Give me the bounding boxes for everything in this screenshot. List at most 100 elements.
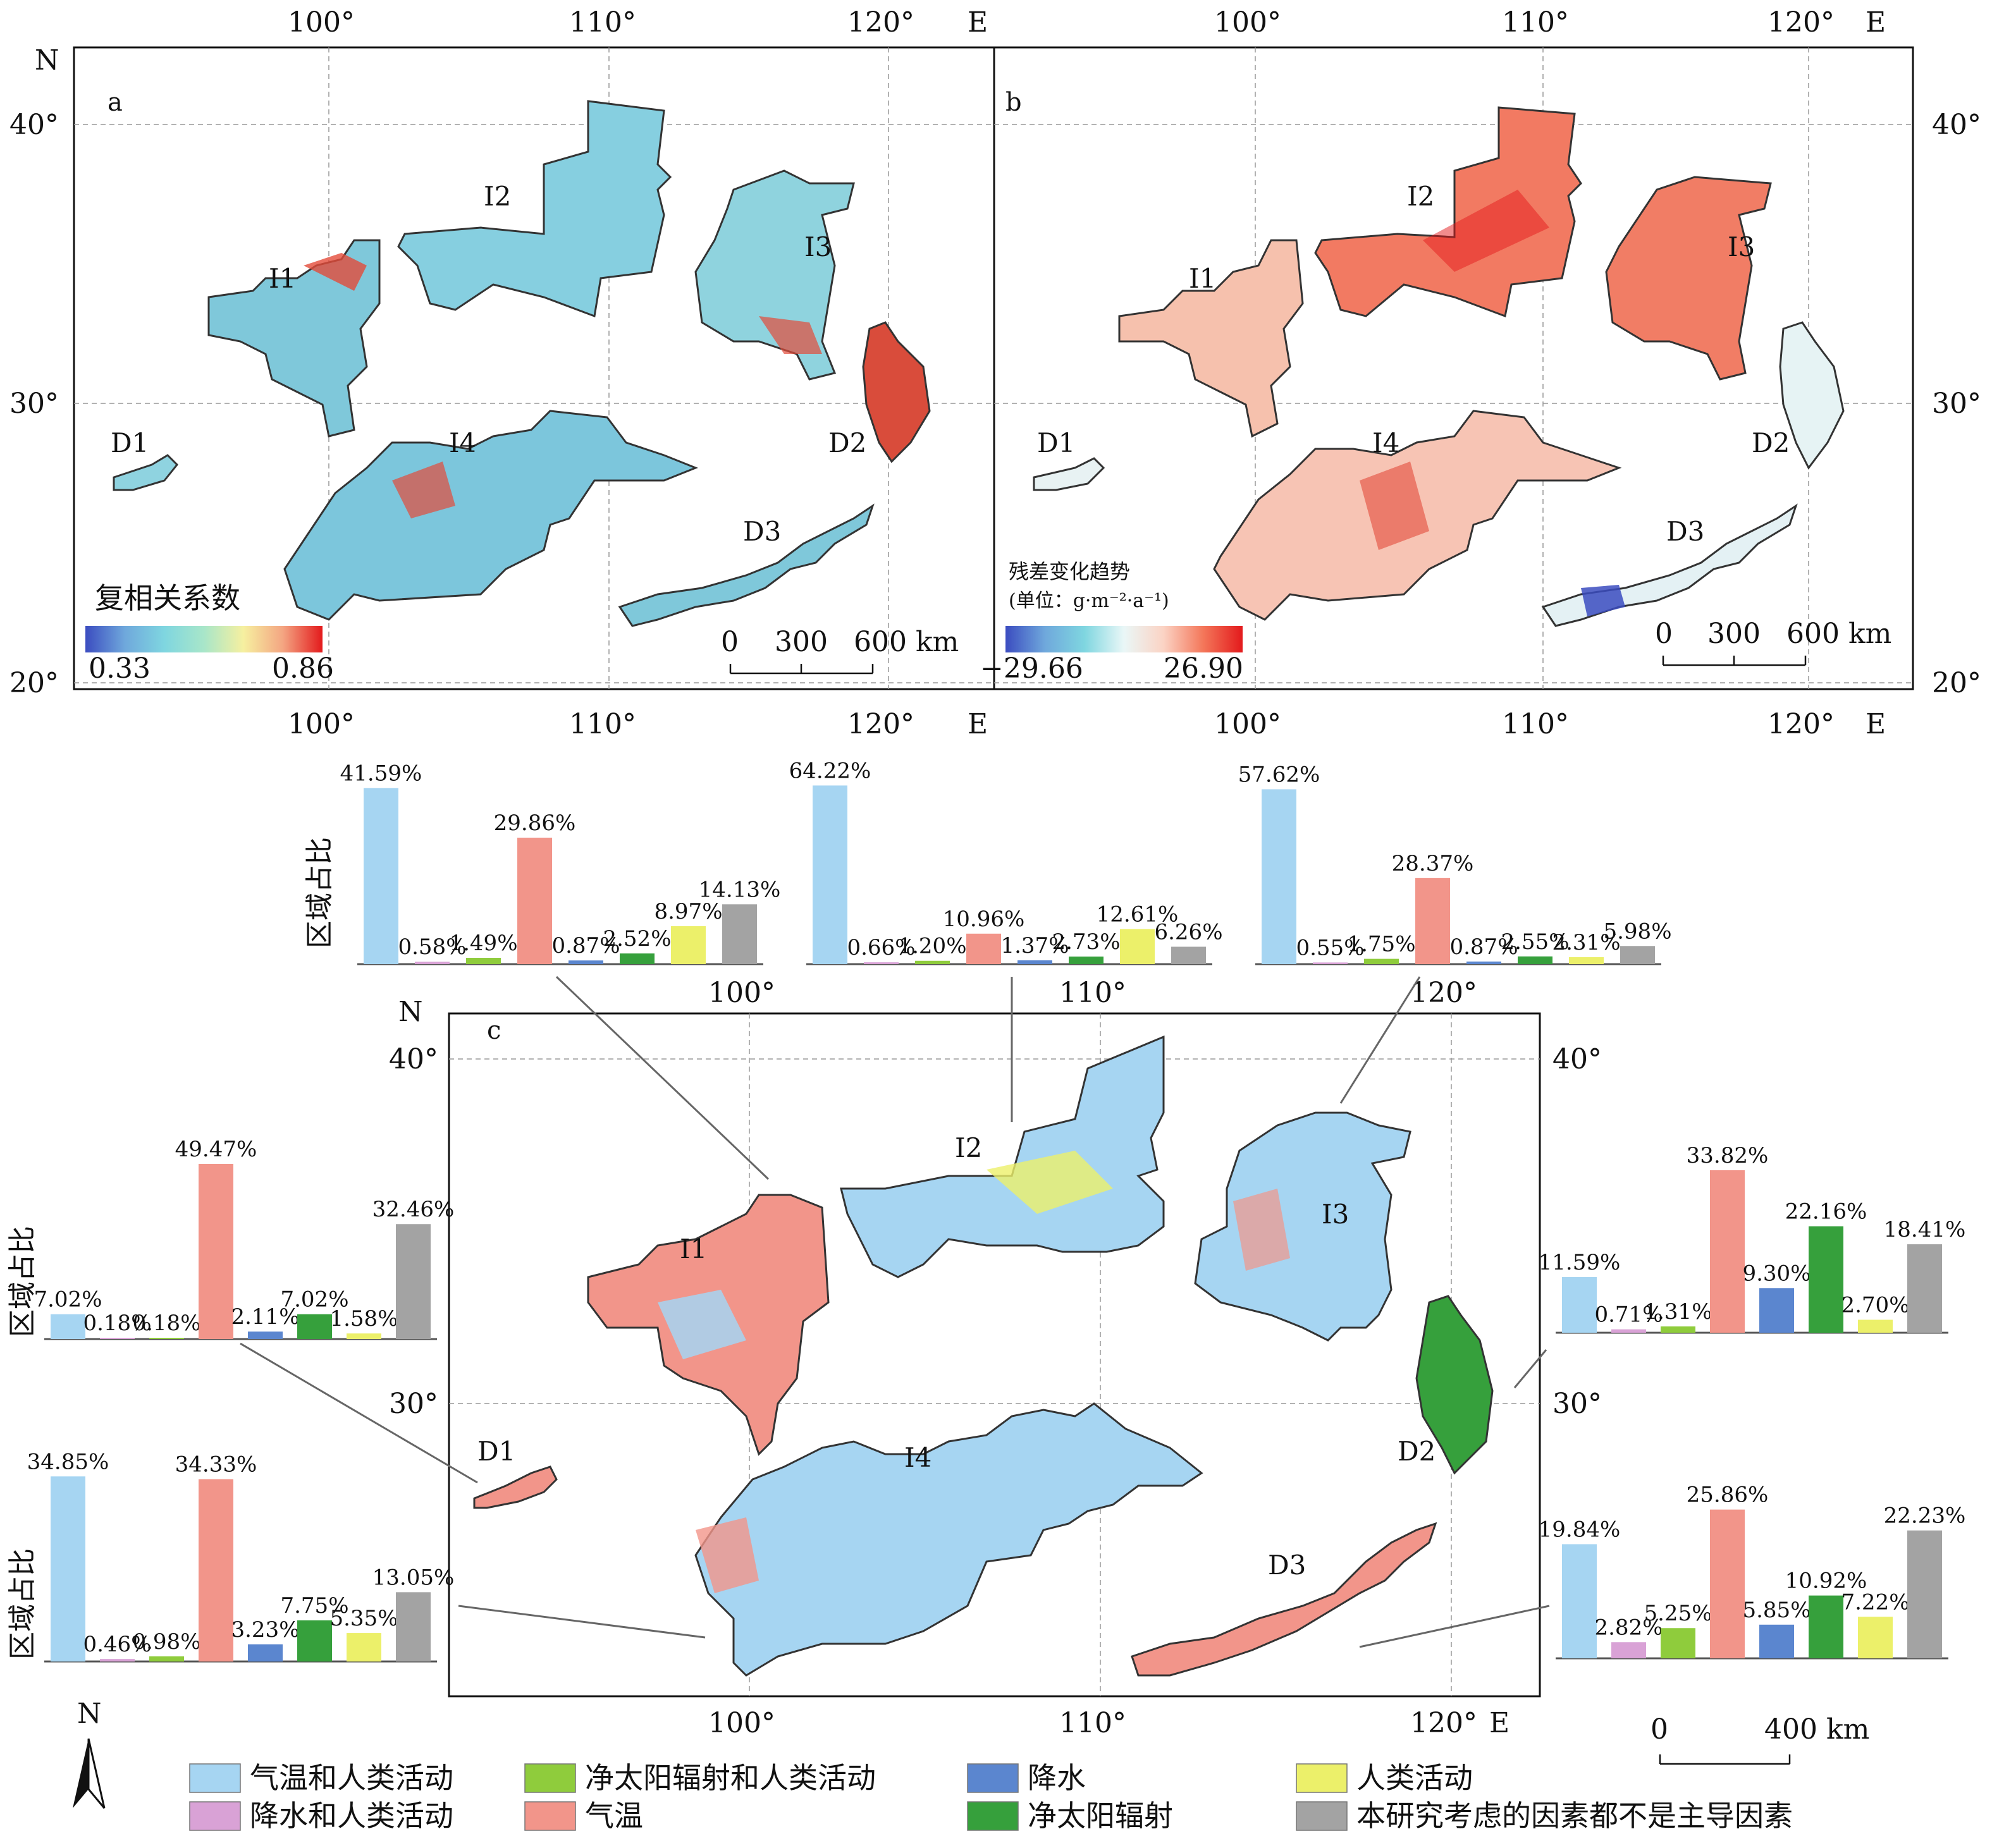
bar — [1809, 1595, 1843, 1658]
region-i3-b — [1605, 176, 1772, 381]
legend-swatch — [524, 1801, 576, 1831]
lon-top-c-110: 110° — [1059, 977, 1126, 1009]
north-arrow-label: N — [77, 1698, 102, 1730]
lon-top-b-120: 120° — [1768, 6, 1835, 39]
region-i3-c — [1194, 1111, 1411, 1342]
bar — [864, 962, 899, 964]
lat-a-20: 20° — [9, 667, 59, 699]
panel-a-axis-labels: 100° 110° 120° E 100° 110° 120° E N 40° … — [9, 6, 988, 740]
panel-b-region-labels: I1 I2 I3 I4 D1 D2 D3 — [1037, 181, 1790, 547]
panel-c-regions — [473, 1035, 1494, 1677]
panel-a-legend-max: 0.86 — [272, 652, 334, 685]
bar-value-label: 10.92% — [1785, 1569, 1867, 1594]
scalebar-a-0: 0 — [721, 626, 739, 658]
label-d3-b: D3 — [1666, 516, 1704, 547]
legend-swatch — [967, 1801, 1019, 1831]
connector-d1 — [240, 1342, 478, 1484]
bar — [100, 1659, 135, 1661]
bar-value-label: 12.61% — [1097, 902, 1179, 927]
lon-bot-a-120: 120° — [847, 708, 914, 740]
bar-chart-d3: 19.84% 2.82%5.25% 25.86% 5.85% 10.92%7.22% 22… — [1539, 1483, 1965, 1660]
connector-d2 — [1513, 1349, 1547, 1388]
lon-top-a-100: 100° — [288, 6, 355, 39]
legend-swatch — [1296, 1801, 1348, 1831]
bar-chart-i3: 57.62% 0.55%1.75% 28.37% 0.87%2.55%2.31%5.9… — [1238, 762, 1672, 965]
panel-b-scalebar: 0 300 600 km — [1655, 618, 1891, 666]
bar — [396, 1224, 431, 1339]
legend-label: 降水 — [1028, 1761, 1086, 1795]
lat-b-20: 20° — [1932, 667, 1981, 699]
legend-label: 降水和人类活动 — [250, 1799, 453, 1833]
lon-top-a-120: 120° — [847, 6, 914, 39]
panel-a-label: a — [108, 88, 123, 117]
connector-i3 — [1339, 976, 1421, 1104]
bar — [248, 1644, 283, 1661]
label-d3-c: D3 — [1268, 1550, 1306, 1581]
bar-value-label: 10.96% — [943, 907, 1025, 932]
panel-a-region-labels: I1 I2 I3 I4 D1 D2 D3 — [111, 181, 866, 547]
bar-charts: 41.59%0.58%1.49%29.86%0.87%2.52%8.97%14.… — [27, 758, 1965, 1663]
region-i2-b — [1314, 106, 1582, 318]
label-i4-a: I4 — [449, 427, 476, 458]
bar-value-label: 1.20% — [898, 934, 966, 959]
bar — [248, 1331, 283, 1339]
ylabel-i1: 区域占比 — [304, 837, 336, 948]
bar — [1759, 1288, 1794, 1333]
bar-value-label: 6.26% — [1154, 919, 1222, 945]
bar-value-label: 2.55% — [1501, 929, 1569, 955]
bar — [149, 1656, 184, 1661]
bar — [1907, 1244, 1942, 1333]
bar — [1710, 1170, 1745, 1333]
bar-value-label: 57.62% — [1238, 762, 1320, 787]
scalebar-c-0: 0 — [1651, 1713, 1668, 1746]
panel-b-colorbar — [1005, 626, 1243, 652]
legend-label: 净太阳辐射和人类活动 — [585, 1761, 876, 1795]
patch-i4-c — [696, 1517, 759, 1593]
lon-bot-b-110: 110° — [1502, 708, 1569, 740]
connector-i4 — [458, 1605, 706, 1639]
bar-value-label: 0.87% — [1449, 934, 1518, 960]
north-arrow: N — [73, 1698, 106, 1809]
bar — [569, 960, 603, 964]
bar — [620, 953, 655, 964]
bar-value-label: 49.47% — [175, 1137, 257, 1162]
bar-value-label: 7.02% — [280, 1287, 348, 1313]
region-d1-a — [113, 454, 179, 491]
bar-value-label: 0.98% — [132, 1629, 200, 1655]
bar-value-label: 32.46% — [372, 1197, 455, 1222]
bar — [1562, 1276, 1597, 1333]
panel-c-region-labels: I1 I2 I3 I4 D1 D2 D3 — [477, 1132, 1436, 1581]
bar-value-label: 64.22% — [789, 758, 871, 783]
region-d1-c — [473, 1466, 558, 1509]
bar-value-label: 0.58% — [398, 934, 466, 960]
bar — [199, 1479, 233, 1661]
lat-a-30: 30° — [9, 388, 59, 420]
scalebar-a-600: 600 km — [854, 626, 959, 658]
legend-label: 本研究考虑的因素都不是主导因素 — [1356, 1799, 1793, 1833]
bar-value-label: 1.58% — [329, 1306, 398, 1331]
bar — [1809, 1226, 1843, 1333]
label-d1-a: D1 — [111, 427, 149, 458]
panel-b-legend-min: −29.66 — [980, 652, 1083, 685]
bar-value-label: 7.22% — [1841, 1589, 1909, 1615]
legend-item: 净太阳辐射 — [967, 1799, 1173, 1833]
scalebar-a-300: 300 — [775, 626, 828, 658]
bar — [1069, 956, 1104, 964]
east-bot-c: E — [1489, 1707, 1509, 1739]
bar-value-label: 5.35% — [329, 1606, 398, 1631]
bar — [1907, 1530, 1942, 1658]
label-i4-c: I4 — [904, 1442, 931, 1473]
legend-label: 气温 — [585, 1799, 643, 1833]
label-i2-c: I2 — [955, 1132, 982, 1163]
bar-chart-i1: 41.59% 0.58%1.49% 29.86% 0.87%2.52%8.97%14.… — [340, 761, 780, 965]
label-i4-b: I4 — [1372, 427, 1399, 458]
panel-b-legend-max: 26.90 — [1164, 652, 1243, 685]
bar-value-label: 3.23% — [231, 1617, 299, 1643]
bar-value-label: 5.98% — [1603, 919, 1671, 944]
north-arrow-icon — [73, 1739, 89, 1808]
label-i1-a: I1 — [269, 263, 296, 294]
bar-chart-d1: 7.02%0.18%0.18%49.47%2.11%7.02%1.58%32.4… — [34, 1137, 455, 1340]
label-i3-b: I3 — [1728, 231, 1755, 262]
bar-value-label: 7.75% — [280, 1593, 348, 1619]
legend-swatch — [1296, 1763, 1348, 1793]
